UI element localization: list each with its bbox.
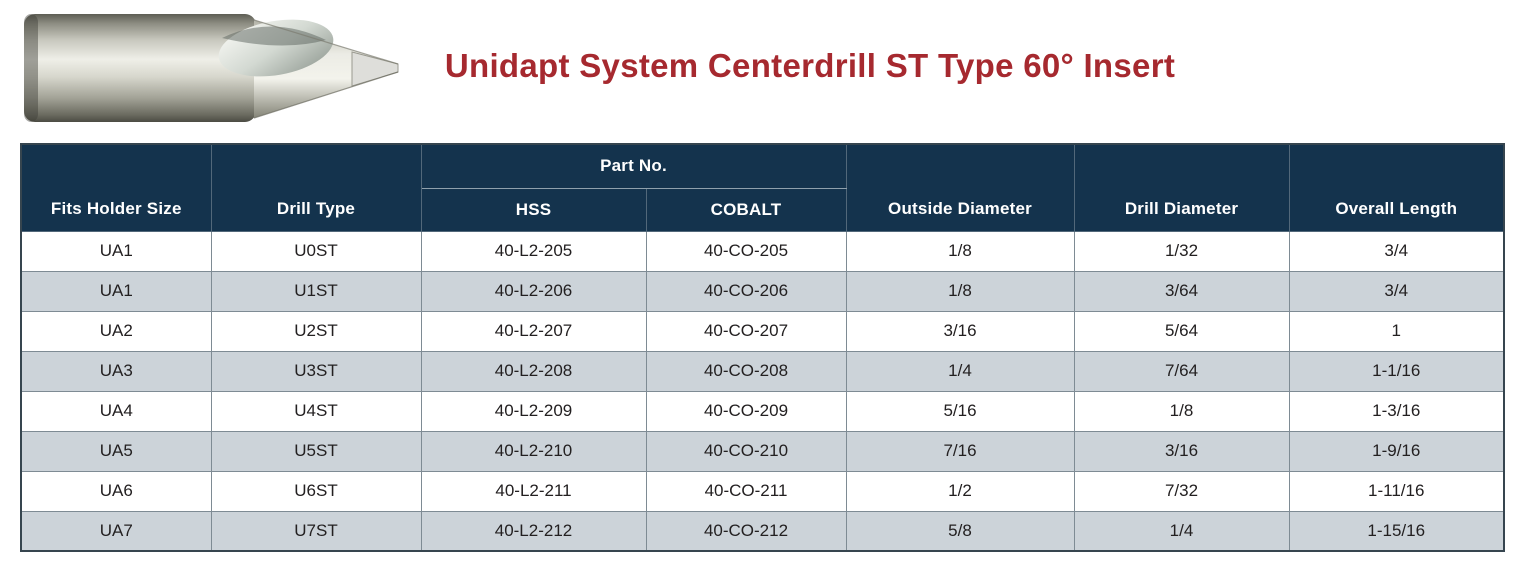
table-cell: 1/2 (845, 470, 1075, 512)
table-cell: 40-CO-207 (645, 310, 847, 352)
col-header-fits-holder-size: Fits Holder Size (20, 143, 212, 232)
table-cell: 40-L2-208 (420, 350, 647, 392)
col-header-hss: HSS (420, 187, 647, 232)
table-cell: UA4 (20, 390, 212, 432)
table-cell: 1/4 (1073, 510, 1290, 552)
table-cell: 1-1/16 (1288, 350, 1505, 392)
table-cell: 3/16 (845, 310, 1075, 352)
table-cell: UA5 (20, 430, 212, 472)
col-header-overall-length: Overall Length (1288, 143, 1505, 232)
table-row: UA7 U7ST 40-L2-212 40-CO-212 5/8 1/4 1-15/16 (20, 510, 1505, 552)
table-cell: 40-L2-209 (420, 390, 647, 432)
table-cell: 40-L2-206 (420, 270, 647, 312)
table-cell: 40-L2-207 (420, 310, 647, 352)
table-cell: 1/8 (1073, 390, 1290, 432)
table-cell: 3/16 (1073, 430, 1290, 472)
centerdrill-photo-icon (24, 14, 399, 122)
table-cell: 7/16 (845, 430, 1075, 472)
table-cell: 1-11/16 (1288, 470, 1505, 512)
table-row: UA4 U4ST 40-L2-209 40-CO-209 5/16 1/8 1-3/16 (20, 390, 1505, 432)
col-header-cobalt: COBALT (645, 187, 847, 232)
table-cell: UA2 (20, 310, 212, 352)
table-cell: UA6 (20, 470, 212, 512)
table-row: UA5 U5ST 40-L2-210 40-CO-210 7/16 3/16 1-9/16 (20, 430, 1505, 472)
table-cell: 40-L2-210 (420, 430, 647, 472)
table-row: UA1 U1ST 40-L2-206 40-CO-206 1/8 3/64 3/4 (20, 270, 1505, 312)
table-cell: U4ST (210, 390, 422, 432)
table-cell: U2ST (210, 310, 422, 352)
spec-table-header: Fits Holder Size Drill Type Part No. Out… (20, 143, 1505, 232)
table-cell: UA7 (20, 510, 212, 552)
col-header-drill-type: Drill Type (210, 143, 422, 232)
table-cell: U7ST (210, 510, 422, 552)
table-cell: 1/32 (1073, 230, 1290, 272)
table-cell: 1-3/16 (1288, 390, 1505, 432)
table-cell: 40-CO-210 (645, 430, 847, 472)
table-cell: 3/64 (1073, 270, 1290, 312)
spec-table-body: UA1 U0ST 40-L2-205 40-CO-205 1/8 1/32 3/4 UA1 U1… (20, 230, 1505, 552)
table-cell: U6ST (210, 470, 422, 512)
page-header: Unidapt System Centerdrill ST Type 60° I… (0, 0, 1521, 143)
table-cell: 40-L2-205 (420, 230, 647, 272)
table-cell: 5/16 (845, 390, 1075, 432)
table-cell: 5/8 (845, 510, 1075, 552)
table-cell: 40-CO-212 (645, 510, 847, 552)
table-row: UA3 U3ST 40-L2-208 40-CO-208 1/4 7/64 1-1/16 (20, 350, 1505, 392)
table-cell: U1ST (210, 270, 422, 312)
table-cell: 1/4 (845, 350, 1075, 392)
table-cell: 1-15/16 (1288, 510, 1505, 552)
table-cell: 3/4 (1288, 270, 1505, 312)
table-cell: 1/8 (845, 270, 1075, 312)
col-header-outside-diameter: Outside Diameter (845, 143, 1075, 232)
table-cell: 7/64 (1073, 350, 1290, 392)
table-cell: U3ST (210, 350, 422, 392)
table-cell: 3/4 (1288, 230, 1505, 272)
table-cell: 40-L2-211 (420, 470, 647, 512)
table-row: UA2 U2ST 40-L2-207 40-CO-207 3/16 5/64 1 (20, 310, 1505, 352)
table-cell: 1-9/16 (1288, 430, 1505, 472)
table-cell: 40-CO-211 (645, 470, 847, 512)
table-cell: 40-CO-209 (645, 390, 847, 432)
col-header-part-no: Part No. (420, 143, 847, 189)
table-cell: UA1 (20, 270, 212, 312)
table-cell: 40-CO-208 (645, 350, 847, 392)
spec-table: Fits Holder Size Drill Type Part No. Out… (20, 143, 1505, 552)
table-cell: 1/8 (845, 230, 1075, 272)
table-row: UA6 U6ST 40-L2-211 40-CO-211 1/2 7/32 1-11/16 (20, 470, 1505, 512)
table-row: UA1 U0ST 40-L2-205 40-CO-205 1/8 1/32 3/4 (20, 230, 1505, 272)
table-cell: 40-CO-205 (645, 230, 847, 272)
page-title: Unidapt System Centerdrill ST Type 60° I… (444, 47, 1176, 84)
table-cell: 1 (1288, 310, 1505, 352)
table-cell: UA3 (20, 350, 212, 392)
table-cell: 40-L2-212 (420, 510, 647, 552)
table-cell: U0ST (210, 230, 422, 272)
table-cell: U5ST (210, 430, 422, 472)
table-cell: UA1 (20, 230, 212, 272)
col-header-drill-diameter: Drill Diameter (1073, 143, 1290, 232)
table-cell: 40-CO-206 (645, 270, 847, 312)
table-cell: 7/32 (1073, 470, 1290, 512)
table-cell: 5/64 (1073, 310, 1290, 352)
